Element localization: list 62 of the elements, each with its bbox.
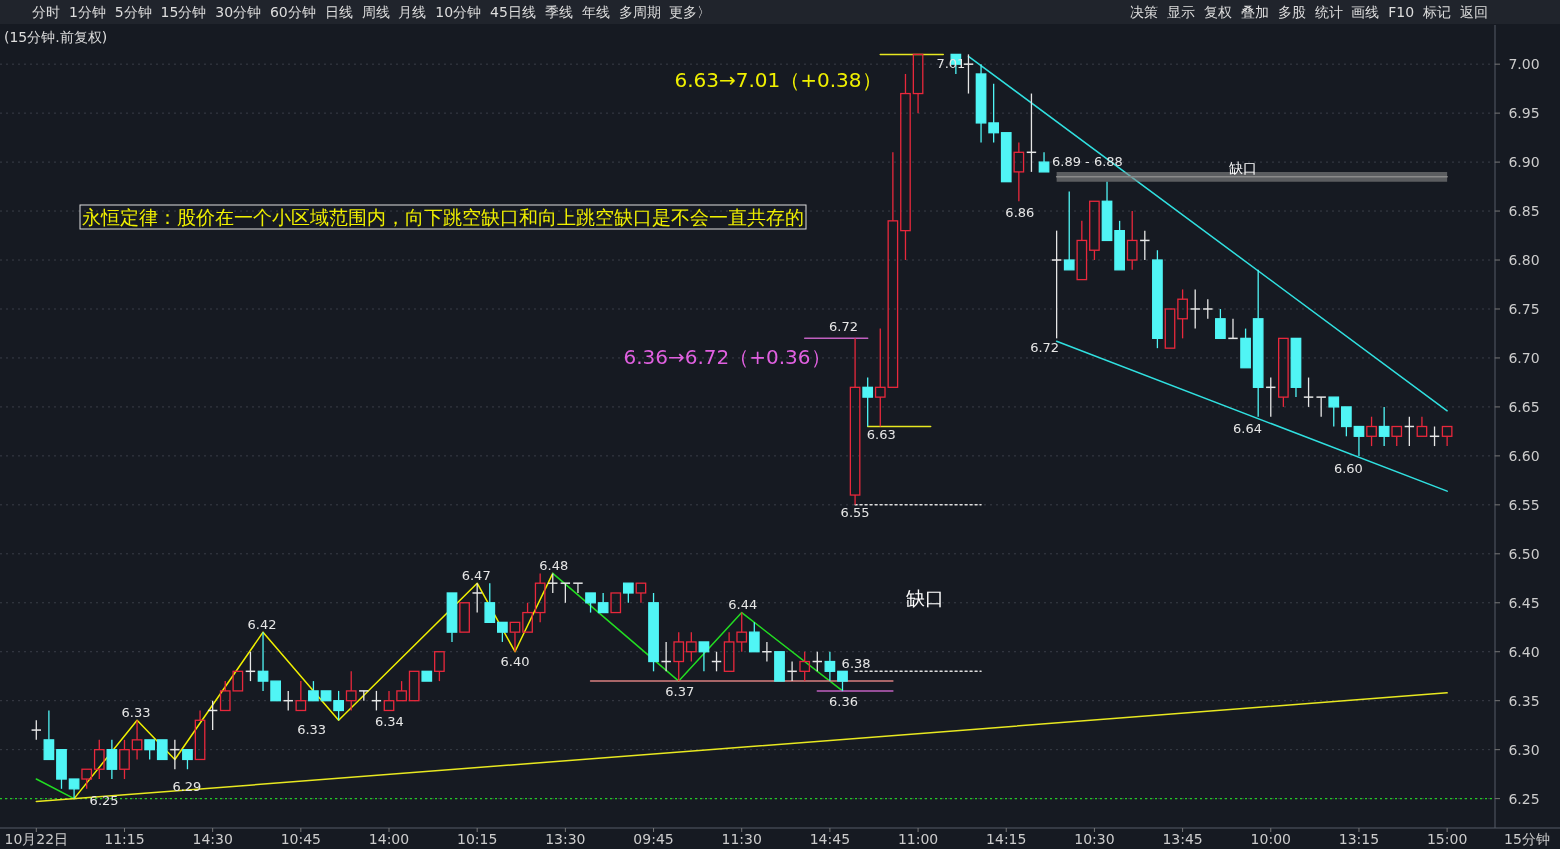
y-tick-label: 6.85 xyxy=(1508,203,1540,220)
x-axis-title: 15分钟 xyxy=(1504,831,1550,847)
chart-title: (15分钟.前复权) xyxy=(4,29,108,45)
annotation: 6.47 xyxy=(461,567,491,583)
y-tick-label: 6.95 xyxy=(1508,105,1540,122)
text: 决策 显示 复权 叠加 多股 统计 画线 F10 标记 返回 xyxy=(1130,4,1488,20)
annotation: 6.48 xyxy=(539,557,569,573)
x-tick-label: 14:15 xyxy=(986,831,1027,847)
y-tick-label: 6.30 xyxy=(1508,741,1540,758)
annotation: 6.55 xyxy=(840,505,870,521)
x-tick-label: 11:30 xyxy=(721,831,762,847)
y-tick-label: 6.90 xyxy=(1508,154,1540,171)
annotation: 6.37 xyxy=(665,683,695,699)
x-tick-label: 10:00 xyxy=(1250,831,1291,847)
annotation: 永恒定律：股价在一个小区域范围内，向下跳空缺口和向上跳空缺口是不会一直共存的 xyxy=(82,206,804,228)
x-tick-label: 14:30 xyxy=(192,831,233,847)
y-tick-label: 6.65 xyxy=(1508,398,1540,415)
annotation: 6.72 xyxy=(1030,339,1060,355)
x-tick-label: 13:15 xyxy=(1338,831,1380,847)
annotation: 6.29 xyxy=(172,778,202,794)
x-tick-label: 15:00 xyxy=(1426,831,1468,847)
annotation: 6.64 xyxy=(1233,421,1263,437)
y-tick-label: 6.70 xyxy=(1508,349,1540,366)
x-tick-label: 10:30 xyxy=(1074,831,1115,847)
annotation: 6.40 xyxy=(500,654,530,670)
annotation: 6.33 xyxy=(121,704,151,720)
annotation: 6.72 xyxy=(829,318,858,334)
y-tick-label: 6.40 xyxy=(1508,643,1540,660)
y-tick-label: 6.75 xyxy=(1508,300,1540,317)
x-tick-label: 09:45 xyxy=(633,831,674,847)
text: 分时 1分钟 5分钟 15分钟 30分钟 60分钟 日线 周线 月线 10分钟 45日线 季线 年线 多周期 更多〉 xyxy=(32,4,712,20)
annotation: 缺口 xyxy=(906,587,944,609)
x-tick-label: 14:45 xyxy=(809,831,851,847)
y-tick-label: 6.25 xyxy=(1508,790,1540,807)
annotation: 6.44 xyxy=(728,597,758,613)
y-tick-label: 7.00 xyxy=(1508,56,1540,73)
y-tick-label: 6.45 xyxy=(1508,594,1540,611)
x-tick-label: 14:00 xyxy=(368,831,410,847)
x-tick-label: 10:15 xyxy=(457,831,498,847)
y-tick-label: 6.55 xyxy=(1508,496,1540,513)
annotation: 6.86 xyxy=(1005,204,1035,220)
x-tick-label: 13:30 xyxy=(545,831,586,847)
x-tick-label: 11:15 xyxy=(104,831,145,847)
annotation: 6.63→7.01（+0.38） xyxy=(674,68,882,92)
y-tick-label: 6.35 xyxy=(1508,692,1540,709)
y-tick-label: 6.50 xyxy=(1508,545,1540,562)
x-tick-label: 10:45 xyxy=(280,831,322,847)
annotation: 6.33 xyxy=(297,721,327,737)
annotation: 6.63 xyxy=(866,427,896,442)
annotation: 6.25 xyxy=(89,793,119,809)
y-tick-label: 6.60 xyxy=(1508,447,1540,464)
x-tick-label: 11:00 xyxy=(897,831,939,847)
annotation: 缺口 xyxy=(1229,160,1257,176)
x-tick-label: 13:45 xyxy=(1162,831,1203,847)
annotation: 6.38 xyxy=(841,655,871,671)
annotation: 6.60 xyxy=(1333,461,1363,477)
annotation: 6.36→6.72（+0.36） xyxy=(623,345,831,369)
annotation: 6.36 xyxy=(829,694,858,710)
x-tick-label: 10月22日 xyxy=(4,831,69,847)
annotation: 6.42 xyxy=(247,616,277,632)
y-tick-label: 6.80 xyxy=(1508,252,1540,269)
annotation: 6.34 xyxy=(374,713,404,729)
